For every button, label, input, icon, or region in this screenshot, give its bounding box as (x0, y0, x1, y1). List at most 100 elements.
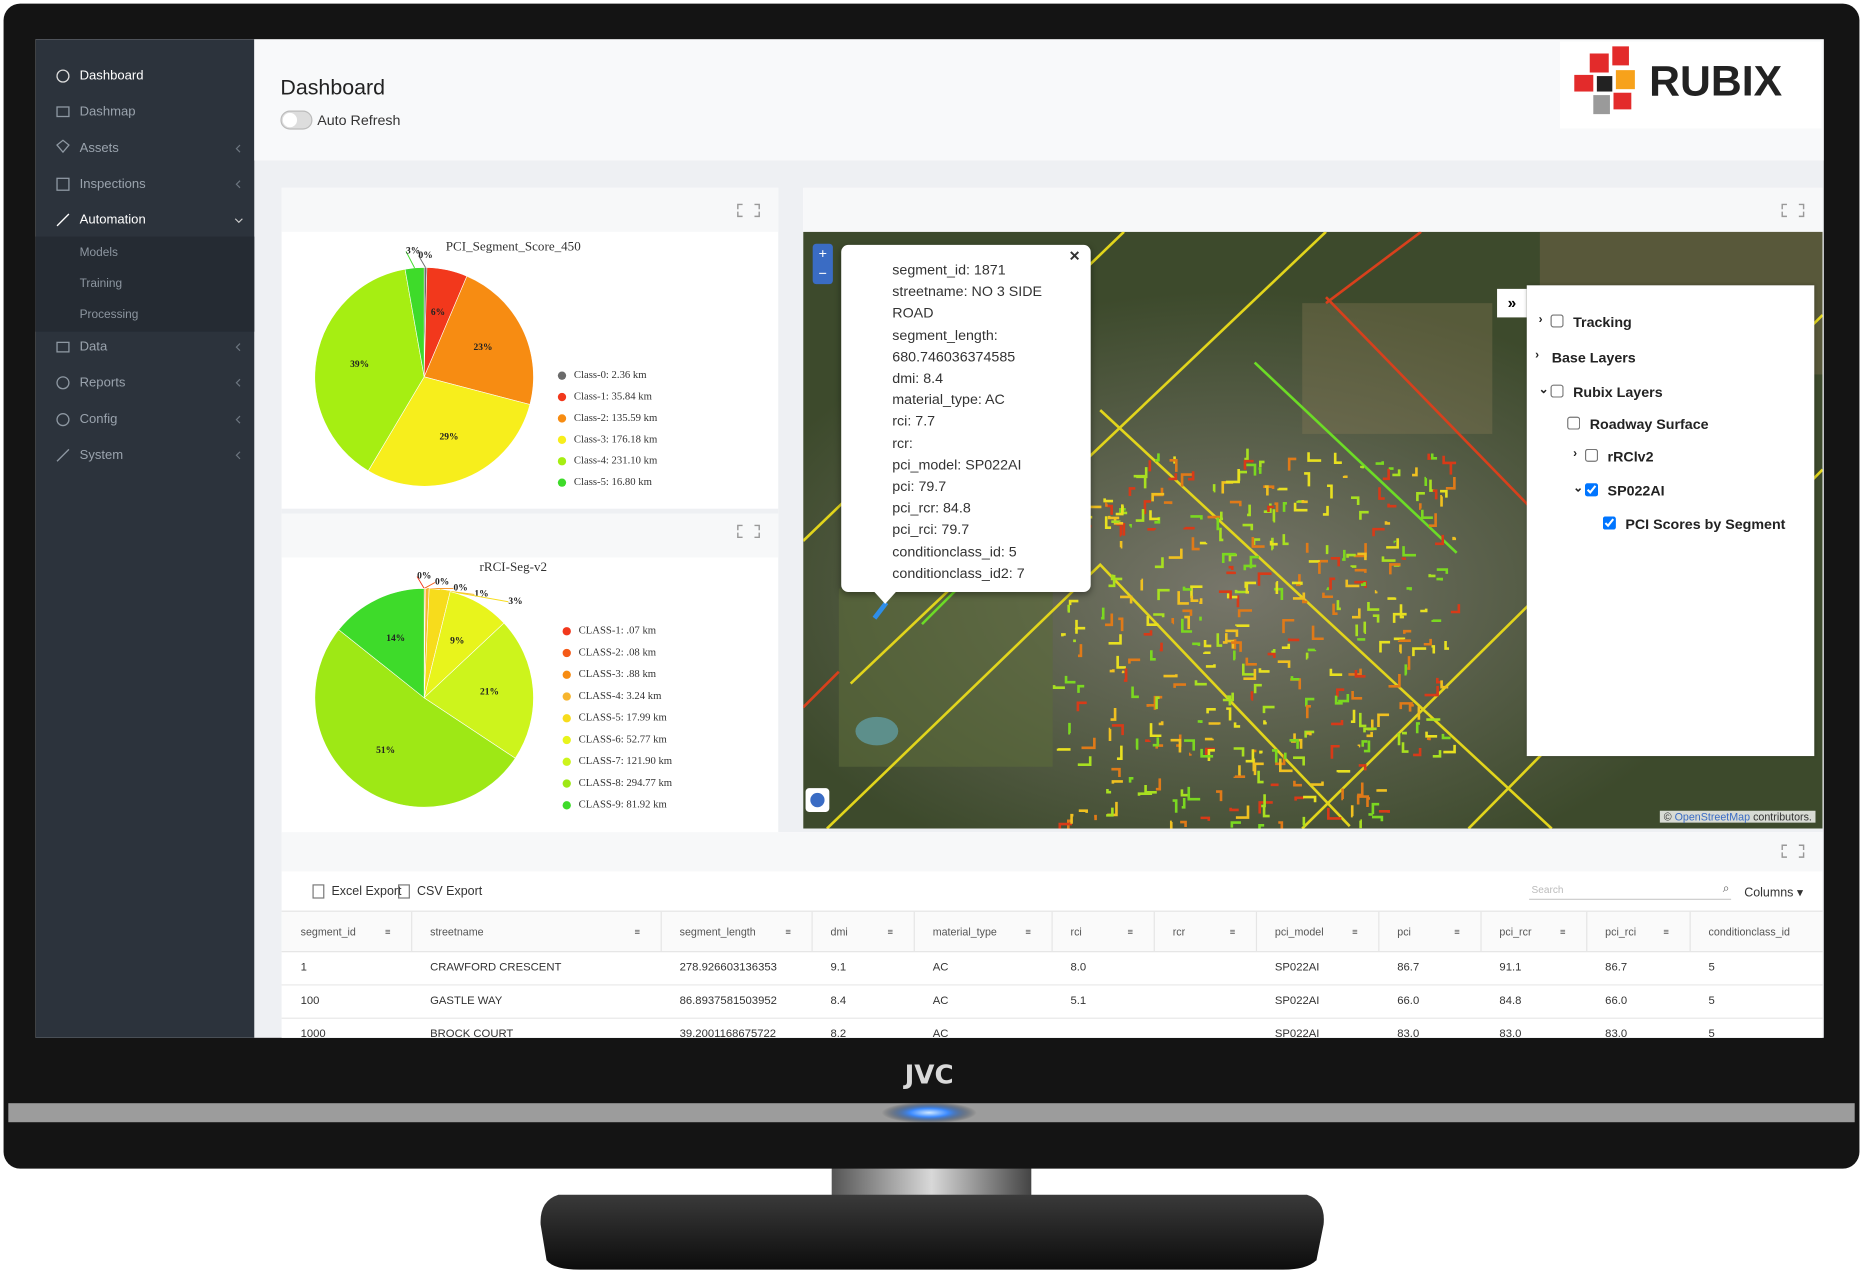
columns-button[interactable]: Columns ▾ (1744, 885, 1804, 900)
column-header[interactable]: rcr (1172, 926, 1186, 938)
column-header[interactable]: pci (1397, 926, 1411, 938)
road-segment (1168, 548, 1183, 559)
road-segment (1406, 587, 1412, 591)
column-filter[interactable]: ≡ (634, 926, 641, 938)
table-cell: 1 (300, 961, 307, 975)
road-segment (1356, 795, 1370, 805)
road-segment (1106, 789, 1112, 794)
popup-close[interactable]: × (1069, 246, 1080, 267)
road-segment (1212, 484, 1216, 493)
road-segment (1436, 568, 1449, 574)
sidebar-subitem[interactable]: Processing (79, 308, 139, 322)
column-header[interactable]: segment_id (300, 926, 356, 938)
road-segment (1229, 807, 1239, 812)
road-segment (1233, 650, 1236, 661)
road-segment (1440, 680, 1449, 689)
layer-checkbox[interactable] (1550, 314, 1564, 328)
road-segment (1128, 487, 1136, 497)
sidebar-item[interactable]: Dashmap (79, 104, 136, 119)
column-filter[interactable]: ≡ (1352, 926, 1358, 938)
table-cell: 8.0 (1070, 961, 1087, 975)
road-segment (1151, 492, 1165, 502)
road-segment (1150, 650, 1156, 661)
column-divider (1480, 911, 1482, 952)
column-header[interactable]: pci_model (1274, 926, 1324, 938)
attribution-link[interactable]: OpenStreetMap (1674, 810, 1751, 823)
road-segment (1306, 732, 1312, 736)
layer-caret[interactable]: › (1573, 447, 1578, 461)
road-segment (1148, 460, 1152, 472)
road-segment (1417, 706, 1421, 720)
column-filter[interactable]: ≡ (1560, 926, 1566, 938)
road-segment (1336, 688, 1345, 697)
road-segment (1216, 517, 1221, 531)
column-header[interactable]: segment_length (679, 926, 756, 938)
sidebar-item[interactable]: Assets (79, 141, 119, 156)
column-header[interactable]: pci_rcr (1499, 926, 1532, 938)
road-segment (1154, 557, 1164, 569)
road-segment (1334, 695, 1343, 705)
sidebar-item[interactable]: Inspections (79, 177, 146, 192)
layer-checkbox[interactable] (1602, 516, 1616, 530)
zoom-in[interactable]: + (818, 244, 827, 262)
road-segment (1225, 469, 1240, 484)
layer-caret[interactable]: ⌄ (1538, 383, 1549, 397)
layer-checkbox[interactable] (1584, 448, 1599, 462)
column-header[interactable]: pci_rci (1605, 926, 1637, 938)
column-header[interactable]: dmi (830, 926, 848, 938)
road-segment (1143, 500, 1151, 515)
road-segment (1407, 656, 1411, 670)
layer-checkbox[interactable] (1567, 416, 1581, 430)
column-header[interactable]: streetname (430, 926, 484, 938)
column-header[interactable]: material_type (932, 926, 997, 938)
road-segment (1233, 722, 1241, 728)
layer-caret[interactable]: › (1538, 313, 1543, 327)
layer-checkbox[interactable] (1550, 384, 1564, 398)
road-segment (1228, 565, 1234, 570)
popup-line: rci: 7.7 (892, 413, 936, 430)
column-header[interactable]: rci (1070, 926, 1082, 938)
auto-refresh-toggle[interactable] (280, 110, 313, 130)
column-filter[interactable]: ≡ (785, 926, 791, 938)
road-segment (1443, 744, 1456, 754)
table-cell: 9.1 (830, 961, 847, 975)
road-segment (1075, 619, 1078, 634)
sidebar-subitem[interactable]: Models (79, 246, 118, 260)
sidebar-item[interactable]: Automation (79, 212, 146, 228)
column-filter[interactable]: ≡ (1454, 926, 1460, 938)
layer-caret[interactable]: › (1535, 348, 1540, 362)
road-segment (1384, 521, 1391, 525)
road-segment (1226, 571, 1236, 575)
layer-toggle[interactable]: » (1497, 288, 1527, 318)
sidebar-subitem[interactable]: Training (79, 277, 123, 291)
logo: RUBIX (1560, 41, 1822, 129)
locate-button[interactable] (805, 788, 830, 812)
road-segment (1110, 574, 1123, 581)
road-segment (1274, 502, 1279, 513)
road-segment (1435, 534, 1445, 546)
sidebar-item[interactable]: Config (79, 412, 118, 427)
zoom-out[interactable]: − (818, 265, 827, 282)
column-filter[interactable]: ≡ (887, 926, 894, 938)
table-cell: 5.1 (1070, 994, 1087, 1008)
column-filter[interactable]: ≡ (1663, 926, 1669, 938)
column-filter[interactable]: ≡ (384, 926, 391, 938)
sidebar-item[interactable]: Data (79, 339, 108, 355)
road-segment (1289, 739, 1299, 749)
table-cell: 91.1 (1499, 961, 1522, 975)
column-filter[interactable]: ≡ (1229, 926, 1236, 938)
sidebar-item[interactable]: Reports (79, 375, 126, 390)
search-box[interactable] (1529, 880, 1732, 900)
layer-caret[interactable]: ⌄ (1573, 482, 1584, 496)
csv-export[interactable]: CSV Export (398, 884, 482, 899)
road-segment (1077, 684, 1085, 693)
road-segment (1227, 639, 1235, 649)
sidebar-item[interactable]: System (79, 448, 124, 463)
column-header[interactable]: conditionclass_id (1708, 926, 1790, 938)
table-cell: 84.8 (1499, 994, 1522, 1008)
layer-checkbox[interactable] (1584, 483, 1599, 497)
excel-export[interactable]: Excel Export (312, 884, 402, 899)
column-filter[interactable]: ≡ (1127, 926, 1134, 938)
sidebar-item[interactable]: Dashboard (79, 68, 144, 84)
column-filter[interactable]: ≡ (1025, 926, 1031, 938)
